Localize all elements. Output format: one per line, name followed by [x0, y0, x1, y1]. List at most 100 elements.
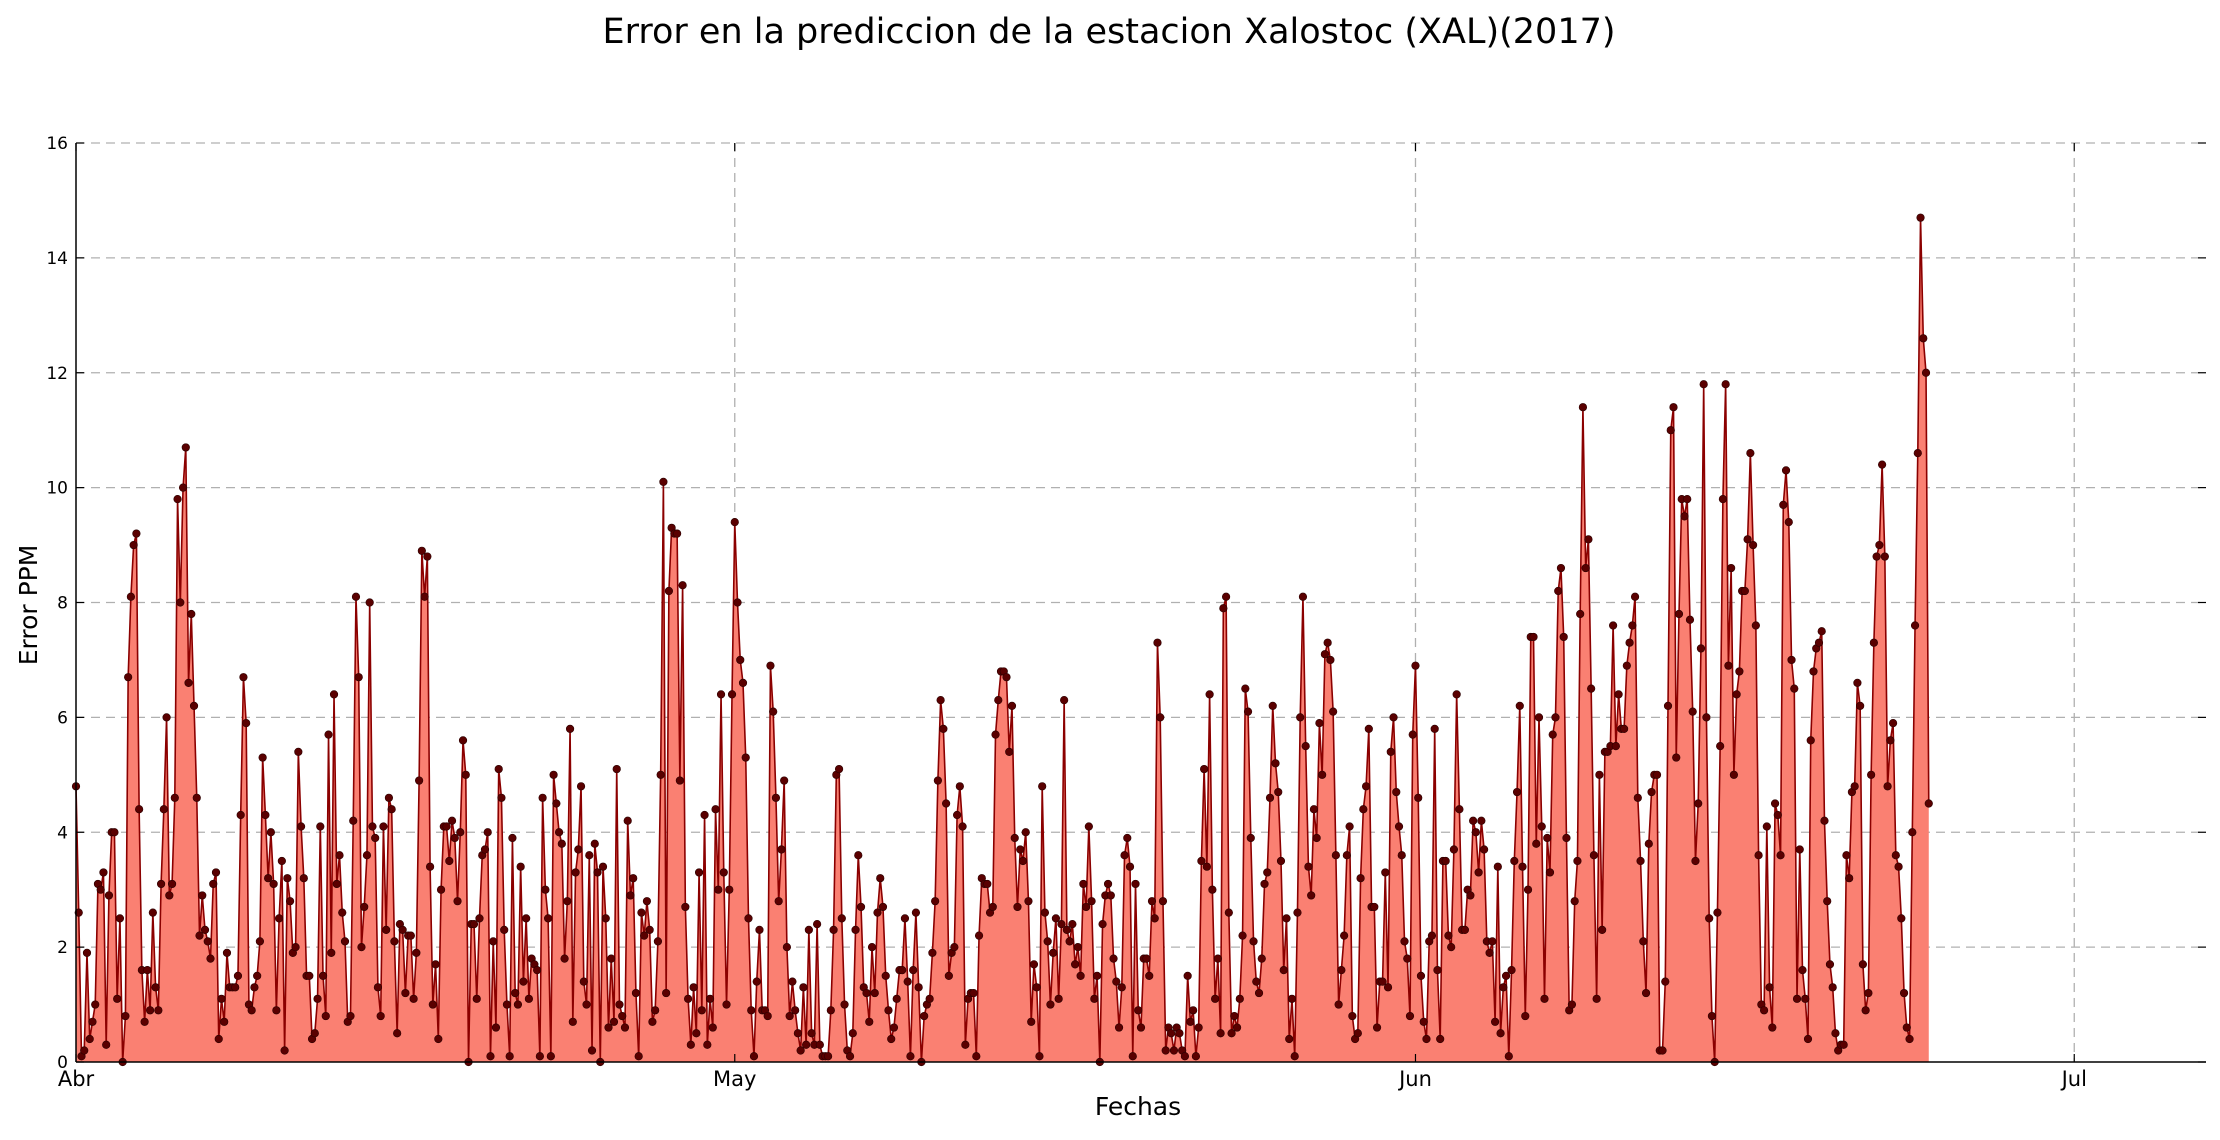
data-point: [1153, 638, 1162, 647]
data-point: [420, 592, 429, 601]
data-point: [250, 983, 259, 992]
data-point: [1518, 862, 1527, 871]
data-point: [823, 1052, 833, 1061]
data-point: [434, 1034, 443, 1044]
data-point: [659, 477, 668, 486]
data-point: [834, 764, 844, 774]
data-point: [1257, 954, 1266, 963]
data-point: [889, 1023, 899, 1032]
data-point: [1905, 1034, 1914, 1044]
data-point: [1674, 609, 1684, 619]
data-point: [1831, 1029, 1840, 1038]
data-point: [1894, 862, 1903, 871]
data-point: [544, 914, 553, 923]
data-point: [884, 1006, 893, 1015]
data-point: [1238, 931, 1247, 940]
data-point: [214, 1034, 223, 1044]
data-point: [1592, 994, 1601, 1003]
data-point: [505, 1052, 514, 1061]
data-point: [360, 902, 369, 912]
data-point: [1189, 1006, 1198, 1015]
data-point: [1043, 937, 1052, 946]
data-point: [675, 776, 684, 785]
data-point: [417, 546, 426, 555]
data-point: [1666, 426, 1675, 435]
data-point: [1584, 535, 1593, 544]
data-point: [296, 822, 306, 831]
data-point: [1803, 1034, 1813, 1044]
data-point: [1282, 914, 1291, 923]
data-point: [1136, 1023, 1146, 1032]
data-point: [299, 874, 308, 883]
data-point: [579, 977, 588, 986]
data-point: [862, 988, 871, 998]
data-point: [1436, 1034, 1445, 1044]
data-point: [1073, 943, 1082, 952]
data-point: [346, 1011, 355, 1021]
data-point: [961, 1040, 970, 1049]
data-point: [1285, 1034, 1294, 1044]
data-point: [80, 1046, 89, 1055]
data-point: [447, 816, 457, 825]
data-point: [189, 701, 199, 710]
data-point: [1293, 908, 1302, 917]
data-point: [1688, 707, 1697, 716]
data-point: [1326, 655, 1335, 665]
data-point: [236, 810, 245, 820]
data-point: [85, 1034, 94, 1044]
data-point: [870, 988, 879, 998]
data-point: [442, 822, 451, 831]
data-point: [423, 552, 432, 561]
data-point: [1060, 696, 1069, 705]
data-point: [1916, 213, 1925, 222]
data-point: [1787, 655, 1796, 665]
data-point: [703, 1040, 712, 1049]
data-point: [1899, 988, 1909, 998]
data-point: [829, 925, 838, 934]
data-point: [1770, 799, 1780, 808]
data-point: [618, 1011, 627, 1021]
data-point: [546, 1052, 555, 1061]
data-point: [1359, 805, 1368, 814]
data-point: [1221, 592, 1231, 601]
data-point: [415, 776, 424, 785]
data-point: [206, 954, 215, 963]
data-point: [1817, 627, 1826, 636]
data-point: [931, 897, 940, 906]
data-point: [906, 1052, 915, 1061]
data-point: [854, 851, 863, 860]
data-point: [1523, 885, 1533, 894]
data-point: [1576, 609, 1585, 619]
data-point: [1861, 1006, 1870, 1015]
data-point: [1131, 879, 1140, 889]
data-point: [1145, 971, 1154, 980]
data-point: [220, 1017, 229, 1026]
data-point: [725, 885, 734, 894]
data-point: [1743, 535, 1752, 544]
data-point: [373, 983, 383, 992]
data-point: [82, 948, 92, 957]
data-point: [1106, 891, 1115, 900]
data-point: [1389, 713, 1398, 722]
data-point: [873, 908, 882, 917]
data-point: [560, 954, 569, 963]
data-point: [382, 925, 391, 934]
data-point: [1394, 822, 1404, 831]
data-point: [845, 1052, 855, 1061]
data-point: [678, 581, 687, 590]
data-point: [184, 678, 193, 688]
data-point: [335, 851, 344, 860]
data-point: [1570, 897, 1579, 906]
data-point: [1460, 925, 1469, 934]
data-point: [1117, 983, 1126, 992]
data-point: [1499, 983, 1508, 992]
data-point: [1806, 736, 1815, 745]
data-point: [1529, 632, 1538, 642]
data-point: [1921, 368, 1931, 377]
data-point: [387, 805, 396, 814]
data-point: [1718, 495, 1728, 504]
data-point: [1850, 782, 1859, 791]
data-point: [1699, 380, 1708, 389]
data-point: [645, 925, 654, 934]
data-point: [656, 770, 665, 779]
